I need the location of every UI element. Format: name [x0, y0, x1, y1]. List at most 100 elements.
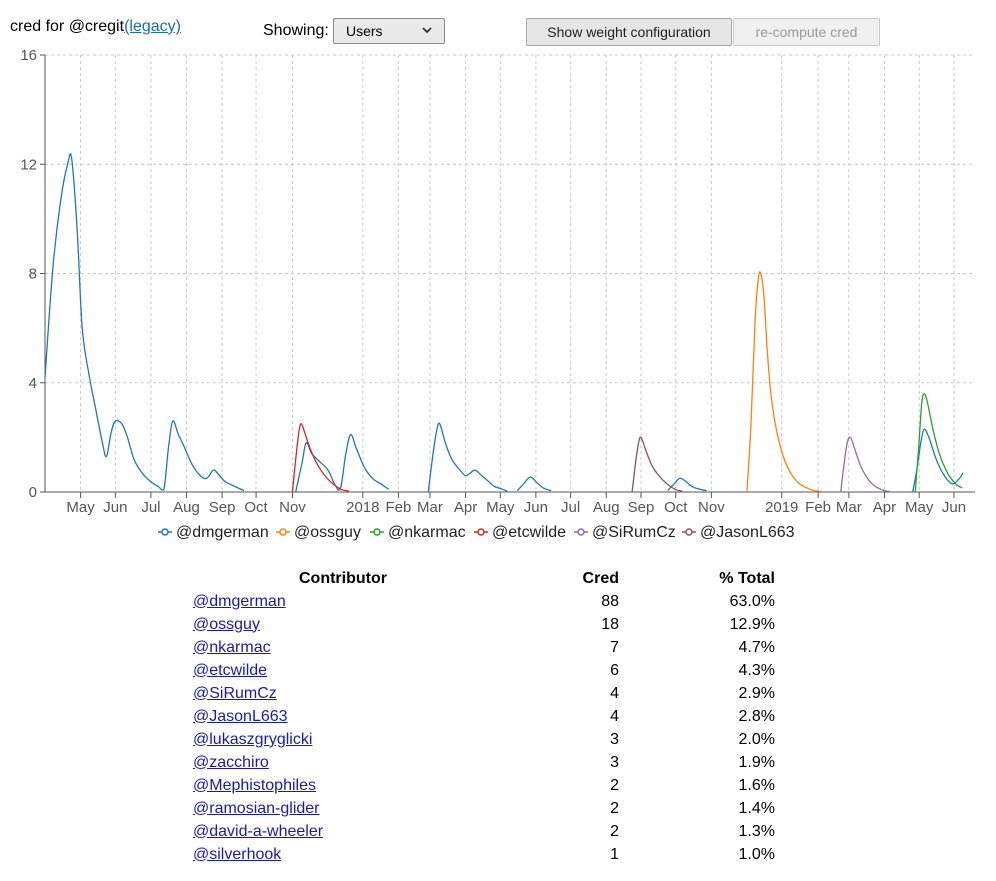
series-line-dmgerman — [912, 428, 964, 493]
y-tick-label: 4 — [29, 375, 37, 392]
x-tick-label: Jun — [524, 499, 548, 516]
x-tick-label: Aug — [173, 499, 200, 516]
legend-label: @etcwilde — [492, 524, 566, 541]
x-tick-label: 2018 — [346, 499, 379, 516]
contributor-link[interactable]: @JasonL663 — [193, 707, 288, 725]
legend-label: @dmgerman — [176, 524, 269, 541]
legend-label: @JasonL663 — [700, 524, 795, 541]
x-tick-label: Mar — [836, 499, 862, 516]
legend-swatch-marker — [577, 528, 585, 536]
percent-cell: 2.9% — [738, 684, 775, 702]
contributor-cell: @lukaszgryglicki — [185, 728, 501, 751]
percent-cell: 2.8% — [738, 707, 775, 725]
header-contributor: Contributor — [299, 569, 387, 587]
y-tick-label: 8 — [29, 266, 37, 283]
cred-table-header: Contributor Cred % Total — [185, 567, 783, 590]
cred-cell: 3 — [610, 753, 619, 771]
x-tick-label: May — [905, 499, 934, 516]
x-tick-label: 2019 — [765, 499, 798, 516]
table-row: @etcwilde 6 4.3% — [185, 659, 783, 682]
x-tick-label: May — [486, 499, 515, 516]
cred-cell: 6 — [610, 661, 619, 679]
showing-select[interactable]: Users — [333, 18, 445, 44]
percent-cell: 63.0% — [729, 592, 775, 610]
percent-cell: 1.0% — [738, 845, 775, 863]
legend-item-jasonl663: @JasonL663 — [682, 524, 795, 541]
series-line-dmgerman — [427, 422, 508, 493]
contributor-link[interactable]: @ramosian-glider — [193, 799, 320, 817]
contributor-cell: @SiRumCz — [185, 682, 501, 705]
x-tick-label: Apr — [873, 499, 896, 516]
contributor-link[interactable]: @lukaszgryglicki — [193, 730, 313, 748]
table-row: @ramosian-glider 2 1.4% — [185, 797, 783, 820]
series-line-nkarmac — [914, 393, 963, 493]
contributor-cell: @dmgerman — [185, 590, 501, 613]
contributor-link[interactable]: @david-a-wheeler — [193, 822, 324, 840]
contributor-link[interactable]: @Mephistophiles — [193, 776, 316, 794]
contributor-cell: @silverhook — [185, 843, 501, 866]
contributor-link[interactable]: @zacchiro — [193, 753, 269, 771]
x-tick-label: May — [66, 499, 95, 516]
y-tick-label: 12 — [20, 156, 37, 173]
table-row: @Mephistophiles 2 1.6% — [185, 774, 783, 797]
recompute-cred-button[interactable]: re-compute cred — [733, 18, 880, 46]
show-weight-configuration-button[interactable]: Show weight configuration — [526, 18, 732, 46]
x-tick-label: Feb — [805, 499, 831, 516]
contributor-cell: @nkarmac — [185, 636, 501, 659]
x-tick-label: Mar — [417, 499, 443, 516]
legend-swatch-marker — [161, 528, 169, 536]
x-tick-label: Jul — [561, 499, 580, 516]
contributor-link[interactable]: @dmgerman — [193, 592, 286, 610]
chart-grid — [45, 54, 975, 493]
contributor-link[interactable]: @SiRumCz — [193, 684, 277, 702]
table-row: @SiRumCz 4 2.9% — [185, 682, 783, 705]
header-cred: Cred — [582, 569, 619, 587]
contributor-cell: @ramosian-glider — [185, 797, 501, 820]
series-line-dmgerman — [667, 477, 707, 492]
percent-cell: 1.9% — [738, 753, 775, 771]
chart-axes: 0 4 8 12 16 May Jun Jul Aug Sep Oct Nov 2018 Feb Mar Ap… — [20, 47, 975, 516]
contributor-cell: @david-a-wheeler — [185, 820, 501, 843]
legend-item-dmgerman: @dmgerman — [158, 524, 269, 541]
x-tick-label: Nov — [698, 499, 725, 516]
contributor-cell: @JasonL663 — [185, 705, 501, 728]
legend-swatch-marker — [685, 528, 693, 536]
contributor-link[interactable]: @etcwilde — [193, 661, 268, 679]
x-tick-label: Nov — [279, 499, 306, 516]
y-tick-label: 16 — [20, 47, 37, 64]
table-row: @lukaszgryglicki 3 2.0% — [185, 728, 783, 751]
contributor-cell: @zacchiro — [185, 751, 501, 774]
series-line-dmgerman — [44, 153, 245, 492]
legend-item-ossguy: @ossguy — [276, 524, 361, 541]
contributor-link[interactable]: @silverhook — [193, 845, 282, 863]
percent-cell: 1.3% — [738, 822, 775, 840]
cred-cell: 7 — [610, 638, 619, 656]
series-line-ossguy — [746, 271, 822, 493]
showing-select-value: Users — [346, 23, 383, 39]
cred-cell: 18 — [601, 615, 619, 633]
series-line-sirumcz — [840, 436, 891, 493]
y-tick-label: 0 — [29, 484, 37, 501]
contributor-link[interactable]: @ossguy — [193, 615, 260, 633]
x-tick-label: Feb — [385, 499, 411, 516]
legend-label: @SiRumCz — [592, 524, 676, 541]
contributor-link[interactable]: @nkarmac — [193, 638, 271, 656]
legend-swatch-marker — [477, 528, 485, 536]
series-line-dmgerman — [516, 476, 552, 492]
table-row: @david-a-wheeler 2 1.3% — [185, 820, 783, 843]
x-tick-label: Oct — [664, 499, 688, 516]
legacy-link[interactable]: (legacy) — [124, 18, 181, 35]
x-tick-label: Jun — [103, 499, 127, 516]
legend-swatch-marker — [279, 528, 287, 536]
cred-cell: 4 — [610, 684, 619, 702]
table-row: @dmgerman 88 63.0% — [185, 590, 783, 613]
cred-cell: 2 — [610, 799, 619, 817]
percent-cell: 4.3% — [738, 661, 775, 679]
contributor-cell: @Mephistophiles — [185, 774, 501, 797]
series-line-etcwilde — [291, 423, 350, 493]
series-line-jasonl663 — [631, 436, 683, 493]
cred-cell: 4 — [610, 707, 619, 725]
percent-cell: 1.4% — [738, 799, 775, 817]
showing-label: Showing: — [263, 22, 329, 39]
percent-cell: 1.6% — [738, 776, 775, 794]
